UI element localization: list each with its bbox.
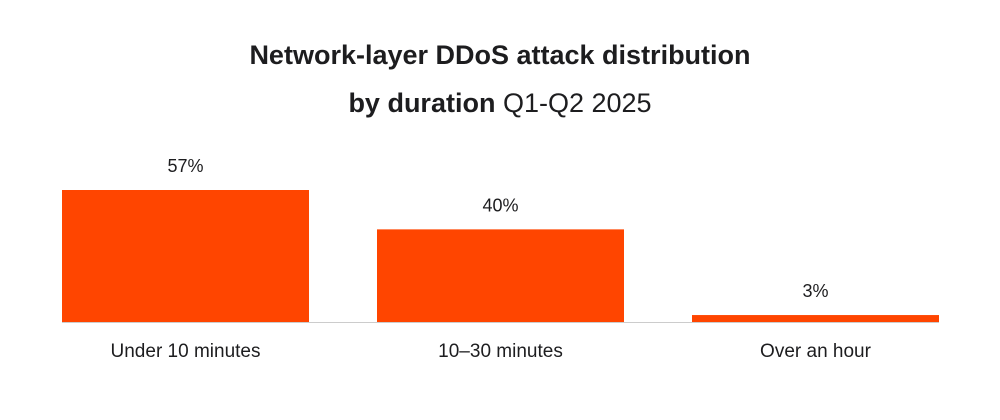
bar-1 <box>62 190 309 322</box>
chart-title: Network-layer DDoS attack distribution <box>249 40 751 70</box>
category-label-3: Over an hour <box>760 341 872 362</box>
value-label-3: 3% <box>802 281 828 301</box>
chart-subtitle: by duration Q1-Q2 2025 <box>0 88 1000 119</box>
bar-3 <box>692 315 939 322</box>
value-label-1: 57% <box>167 156 203 176</box>
category-label-2: 10–30 minutes <box>438 341 563 362</box>
bar-2 <box>377 229 624 322</box>
category-label-1: Under 10 minutes <box>111 341 261 362</box>
chart-subtitle-bold: by duration <box>348 88 496 118</box>
chart-subtitle-period: Q1-Q2 2025 <box>502 88 652 118</box>
value-label-2: 40% <box>482 195 518 215</box>
